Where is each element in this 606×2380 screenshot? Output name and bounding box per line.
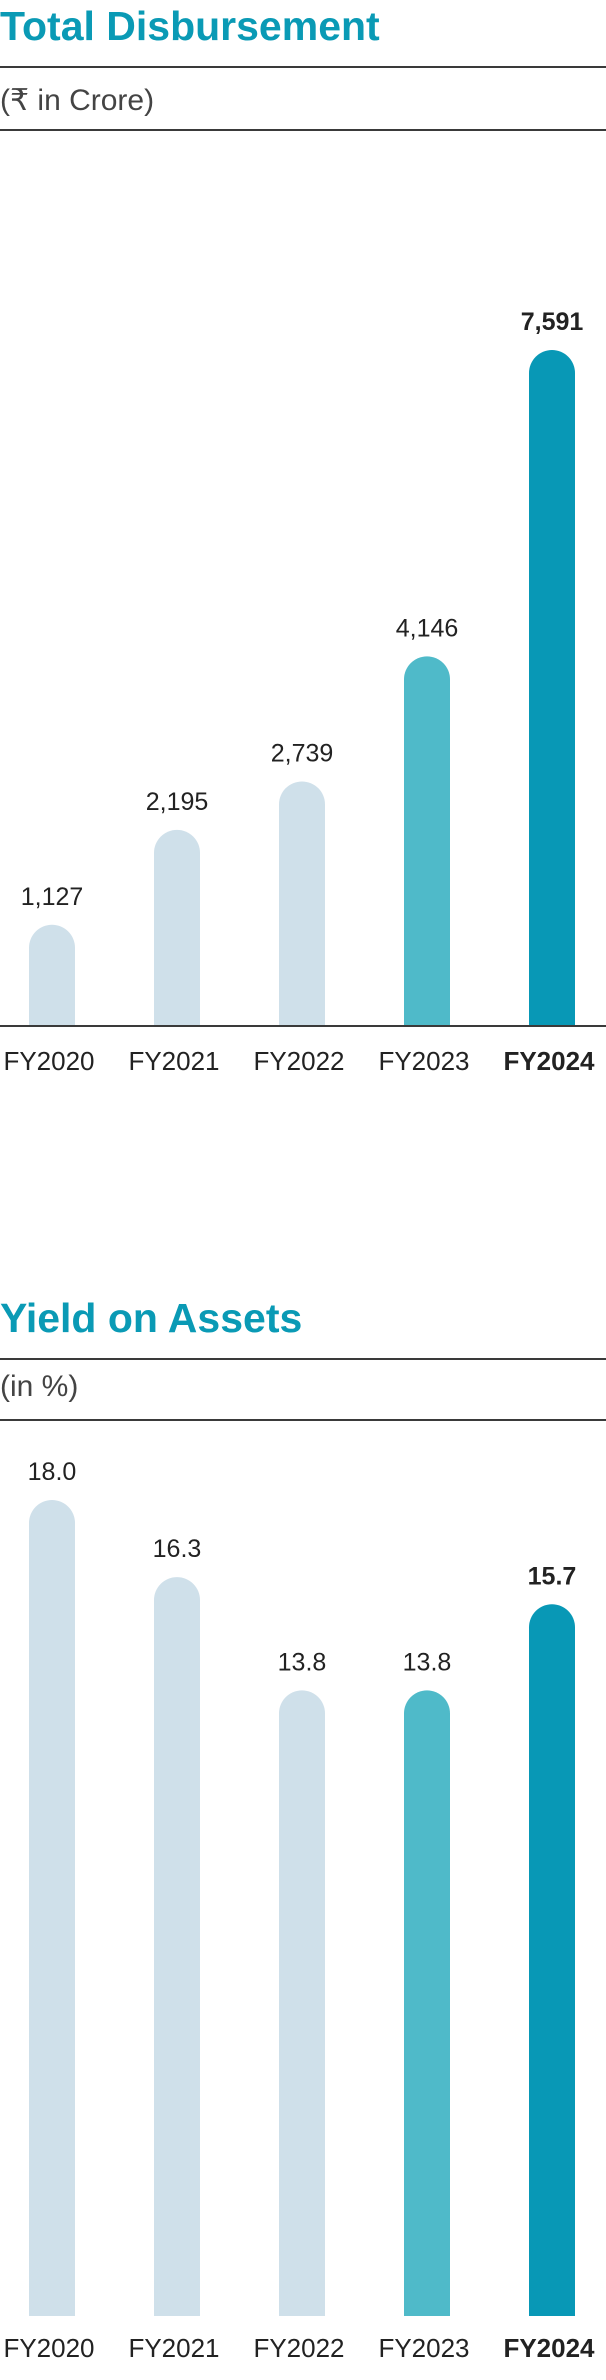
title-rule: [0, 66, 606, 68]
unit-rule: [0, 129, 606, 131]
x-tick-label: FY2024: [503, 1046, 595, 1076]
chart-yield-on-assets: Yield on Assets (in %) 18.0 FY2020 16.3 FY2…: [0, 1260, 606, 2370]
value-label: 7,591: [521, 308, 584, 336]
x-tick-label: FY2022: [253, 2333, 344, 2363]
unit-label: (₹ in Crore): [0, 84, 155, 117]
chart-title: Yield on Assets: [0, 1295, 303, 1341]
bar-fy2021: [154, 829, 200, 1025]
bar-chart: 18.0 FY2020 16.3 FY2021 13.8 FY2022 13.8 FY2023…: [3, 1458, 595, 2363]
chart-title: Total Disbursement: [0, 3, 380, 49]
value-label: 16.3: [153, 1535, 202, 1563]
chart-total-disbursement: Total Disbursement (₹ in Crore) 1,127 FY2…: [0, 0, 606, 1100]
bar-fy2022: [279, 1690, 325, 2316]
unit-rule: [0, 1419, 606, 1421]
value-label: 2,195: [146, 788, 209, 816]
bar-fy2023: [404, 656, 450, 1025]
bar-fy2024: [529, 350, 575, 1025]
bar-fy2023: [404, 1690, 450, 2316]
value-label: 15.7: [528, 1562, 577, 1590]
x-tick-label: FY2023: [378, 2333, 469, 2363]
bar-chart: 1,127 FY2020 2,195 FY2021 2,739 FY2022 4,146 FY…: [0, 308, 606, 1076]
value-label: 1,127: [21, 883, 84, 911]
x-tick-label: FY2020: [3, 1046, 94, 1076]
x-tick-label: FY2020: [3, 2333, 94, 2363]
x-tick-label: FY2022: [253, 1046, 344, 1076]
value-label: 13.8: [403, 1648, 452, 1676]
x-tick-label: FY2021: [128, 2333, 219, 2363]
value-label: 13.8: [278, 1648, 327, 1676]
unit-label: (in %): [0, 1370, 79, 1403]
bar-fy2020: [29, 1500, 75, 2316]
bar-fy2020: [29, 924, 75, 1025]
bar-fy2021: [154, 1577, 200, 2316]
value-label: 2,739: [271, 739, 334, 767]
value-label: 18.0: [28, 1458, 77, 1486]
x-tick-label: FY2021: [128, 1046, 219, 1076]
bar-fy2024: [529, 1604, 575, 2316]
x-tick-label: FY2023: [378, 1046, 469, 1076]
x-tick-label: FY2024: [503, 2333, 595, 2363]
value-label: 4,146: [396, 614, 459, 642]
bar-fy2022: [279, 781, 325, 1025]
title-rule: [0, 1358, 606, 1360]
